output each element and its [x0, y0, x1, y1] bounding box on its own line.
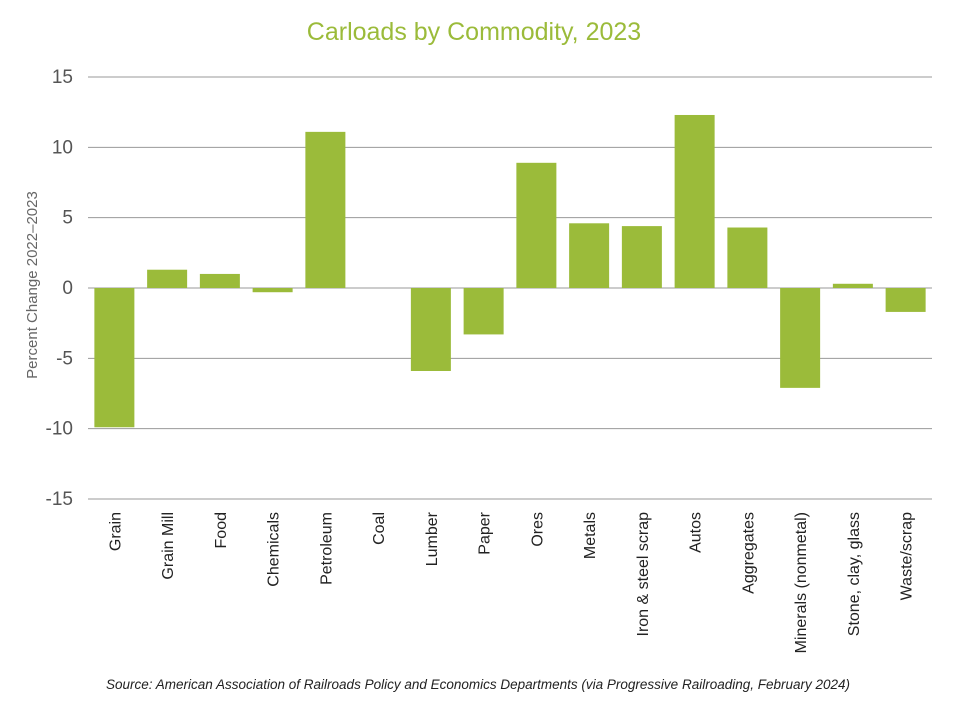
y-axis-label: Percent Change 2022–2023	[24, 191, 41, 379]
bar	[199, 273, 240, 288]
bar	[147, 269, 188, 288]
y-tick-label: 5	[62, 208, 73, 229]
bar	[674, 114, 715, 288]
x-tick-label: Aggregates	[740, 512, 757, 594]
x-tick-label: Minerals (nonmetal)	[793, 512, 810, 653]
y-tick-label: -5	[56, 348, 73, 369]
bar	[94, 288, 135, 428]
x-tick-label: Petroleum	[318, 512, 335, 585]
chart-title: Carloads by Commodity, 2023	[307, 18, 641, 46]
bar	[727, 227, 768, 288]
x-tick-label: Ores	[529, 512, 546, 547]
x-tick-label: Lumber	[424, 511, 441, 566]
x-tick-label: Autos	[688, 512, 705, 553]
x-axis-ticks: Grain Grain Mill Food Chemicals Petroleum Coa…	[107, 511, 915, 653]
y-tick-label: 0	[62, 278, 73, 299]
x-tick-label: Food	[213, 512, 230, 548]
x-tick-label: Stone, clay, glass	[846, 512, 863, 636]
bar	[305, 131, 346, 288]
y-tick-label: -10	[46, 419, 73, 440]
bars	[94, 114, 926, 428]
x-tick-label: Grain Mill	[160, 512, 177, 580]
bar	[463, 288, 504, 335]
x-tick-label: Waste/scrap	[899, 512, 916, 600]
bar	[410, 288, 451, 371]
bar	[252, 288, 293, 293]
bar	[832, 283, 873, 288]
y-tick-label: 10	[52, 137, 73, 158]
bar	[621, 226, 662, 288]
bar	[885, 288, 926, 312]
x-tick-label: Chemicals	[266, 512, 283, 587]
x-tick-label: Grain	[107, 512, 124, 551]
bar	[516, 162, 557, 288]
bar	[780, 288, 821, 388]
x-tick-label: Metals	[582, 512, 599, 559]
bar	[569, 223, 610, 288]
x-tick-label: Iron & steel scrap	[635, 512, 652, 637]
x-tick-label: Coal	[371, 512, 388, 545]
source-note: Source: American Association of Railroad…	[106, 677, 850, 692]
y-tick-label: -15	[46, 489, 73, 510]
x-tick-label: Paper	[477, 511, 494, 554]
y-tick-label: 15	[52, 67, 73, 88]
y-axis-ticks: 15 10 5 0 -5 -10 -15	[46, 67, 73, 510]
